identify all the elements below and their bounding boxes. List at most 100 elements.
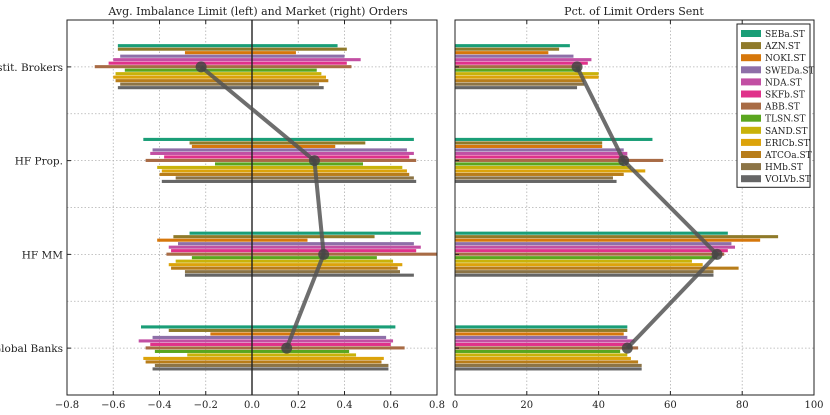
bar-market-HMb.ST (252, 270, 400, 274)
bar-pct-ERICb.ST (455, 169, 646, 173)
bar-limit-ERICb.ST (161, 169, 252, 173)
bar-pct-SAND.ST (455, 165, 631, 169)
bar-market-AZN.ST (252, 47, 347, 51)
bar-market-TLSN.ST (252, 68, 317, 72)
bar-market-VOLVb.ST (252, 86, 324, 90)
bar-limit-SWEDa.ST (178, 242, 252, 246)
average-point (318, 248, 330, 260)
average-line (199, 65, 326, 349)
bar-market-SAND.ST (252, 353, 357, 357)
bar-limit-TLSN.ST (124, 68, 252, 72)
bar-pct-SWEDa.ST (455, 335, 628, 339)
average-point (618, 155, 630, 167)
bar-market-ERICb.ST (252, 75, 326, 79)
left-plot-area: −0.8 −0.6 −0.4 −0.2 0.0 0.2 0.4 0.6 0.8 Instit. B… (0, 19, 445, 411)
bar-pct-NDA.ST (455, 151, 628, 155)
legend-swatch (741, 66, 761, 74)
right-plot-frame (454, 19, 815, 396)
bar-market-HMb.ST (252, 363, 389, 367)
bar-pct-NOKI.ST (455, 332, 624, 336)
legend-label: ABB.ST (764, 103, 800, 113)
bar-limit-SEBa.ST (189, 231, 252, 235)
legend-swatch (741, 42, 761, 50)
bar-pct-TLSN.ST (455, 349, 621, 353)
category-label: Instit. Brokers (0, 62, 63, 74)
bar-market-SWEDa.ST (252, 335, 387, 339)
x-tick-label: 100 (804, 400, 823, 411)
bar-market-ABB.ST (252, 252, 437, 256)
bar-market-ERICb.ST (252, 169, 407, 173)
bar-limit-VOLVb.ST (184, 273, 252, 277)
bar-limit-NDA.ST (113, 58, 252, 62)
bar-limit-TLSN.ST (215, 162, 252, 166)
legend-label: HMb.ST (765, 163, 803, 173)
bar-market-NOKI.ST (252, 144, 336, 148)
bar-market-ATCOa.ST (252, 79, 329, 83)
bar-limit-ABB.ST (94, 65, 252, 69)
average-point (281, 342, 293, 354)
legend-label: SEBa.ST (765, 30, 805, 40)
bar-limit-SEBa.ST (141, 325, 252, 329)
bar-limit-VOLVb.ST (117, 86, 252, 90)
bar-market-SKFb.ST (252, 249, 417, 253)
bar-market-VOLVb.ST (252, 367, 389, 371)
bar-limit-HMb.ST (175, 176, 252, 180)
bar-pct-ATCOa.ST (455, 79, 585, 83)
legend-swatch (741, 175, 761, 183)
x-tick-label: −0.4 (147, 400, 171, 411)
bar-limit-SAND.ST (115, 72, 252, 76)
x-tick-label: 0.4 (337, 400, 353, 411)
bar-limit-NDA.ST (150, 151, 252, 155)
bar-pct-AZN.ST (455, 328, 628, 332)
bar-limit-ATCOa.ST (171, 266, 252, 270)
legend-swatch (741, 30, 761, 37)
bar-pct-ABB.ST (455, 252, 725, 256)
bar-limit-SEBa.ST (143, 137, 252, 141)
bar-limit-SKFb.ST (171, 249, 252, 253)
bar-market-ABB.ST (252, 65, 352, 69)
category-label: Global Banks (0, 343, 63, 355)
bar-limit-ABB.ST (145, 158, 252, 162)
bar-limit-TLSN.ST (191, 256, 252, 260)
x-tick-label: −0.6 (101, 400, 125, 411)
x-tick-label: 0.8 (429, 400, 445, 411)
bar-limit-SWEDa.ST (152, 148, 252, 152)
legend-swatch (741, 102, 761, 110)
bar-limit-SWEDa.ST (120, 54, 252, 58)
bar-market-SEBa.ST (252, 137, 414, 141)
bar-limit-SKFb.ST (150, 342, 252, 346)
legend-swatch (741, 151, 761, 158)
bar-pct-TLSN.ST (455, 162, 624, 166)
average-point (571, 61, 583, 73)
legend-label: ATCOa.ST (764, 151, 812, 161)
bar-limit-ATCOa.ST (159, 172, 252, 176)
bar-market-NDA.ST (252, 245, 421, 249)
bar-pct-SAND.ST (455, 259, 692, 263)
bar-pct-SWEDa.ST (455, 148, 624, 152)
bar-pct-VOLVb.ST (455, 179, 617, 183)
bar-market-TLSN.ST (252, 349, 350, 353)
bar-limit-NDA.ST (168, 245, 252, 249)
bar-market-SEBa.ST (252, 44, 338, 48)
bar-pct-ATCOa.ST (455, 172, 624, 176)
bar-pct-VOLVb.ST (455, 86, 578, 90)
bar-limit-HMb.ST (184, 270, 252, 274)
legend-label: ERICb.ST (765, 139, 810, 149)
bar-limit-NOKI.ST (191, 144, 252, 148)
bar-limit-ATCOa.ST (145, 360, 252, 364)
bar-market-VOLVb.ST (252, 179, 417, 183)
legend-swatch (741, 138, 761, 146)
bar-limit-ABB.ST (166, 252, 252, 256)
category-label: HF MM (22, 249, 64, 261)
bar-limit-SAND.ST (187, 353, 252, 357)
right-chart-title: Pct. of Limit Orders Sent (564, 5, 704, 18)
bar-market-NDA.ST (252, 151, 414, 155)
bar-pct-SKFb.ST (455, 342, 631, 346)
bar-pct-ERICb.ST (455, 356, 631, 360)
bar-pct-VOLVb.ST (455, 273, 714, 277)
left-chart-title: Avg. Imbalance Limit (left) and Market (… (107, 5, 408, 18)
bar-pct-NOKI.ST (455, 238, 761, 242)
bar-market-NDA.ST (252, 58, 361, 62)
bar-pct-SEBa.ST (455, 44, 570, 48)
